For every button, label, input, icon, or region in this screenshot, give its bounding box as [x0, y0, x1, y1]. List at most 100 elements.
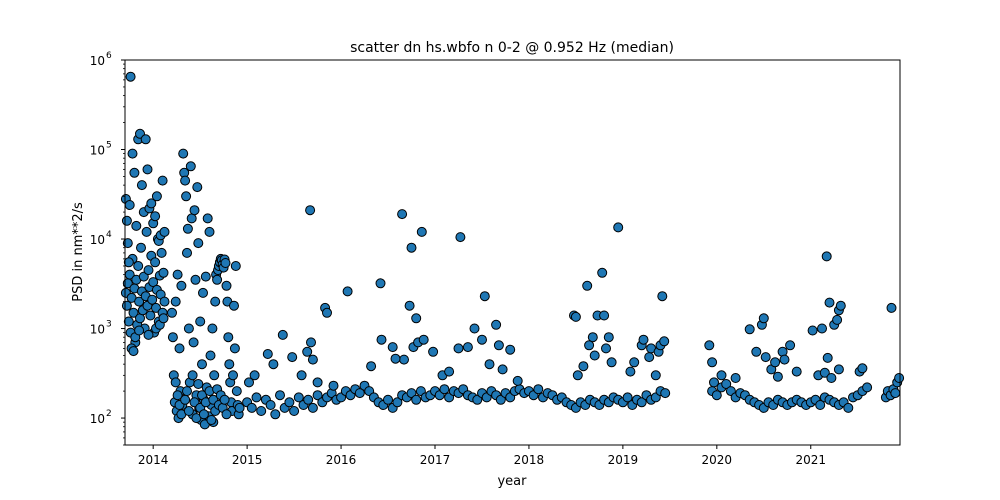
data-point	[147, 294, 158, 305]
chart-title: scatter dn hs.wbfo n 0-2 @ 0.952 Hz (med…	[350, 40, 674, 56]
data-point	[209, 370, 220, 381]
data-point	[150, 257, 161, 268]
data-point	[187, 370, 198, 381]
data-point	[589, 350, 600, 361]
data-point	[704, 340, 715, 351]
data-point	[181, 191, 192, 202]
data-point	[469, 323, 480, 334]
data-point	[205, 350, 216, 361]
data-point	[244, 377, 254, 388]
y-tick-label: 10	[90, 233, 105, 247]
data-point	[392, 397, 403, 408]
data-point	[354, 388, 365, 399]
data-point	[387, 342, 398, 353]
data-point	[660, 388, 671, 399]
data-point	[512, 375, 523, 386]
data-point	[182, 386, 192, 397]
data-point	[146, 198, 157, 209]
data-point	[220, 258, 231, 268]
data-point	[125, 71, 136, 82]
x-tick-label: 2016	[326, 453, 357, 467]
data-point	[817, 323, 827, 334]
data-point	[200, 271, 211, 282]
data-point	[477, 334, 487, 345]
x-axis-label: year	[497, 474, 527, 489]
data-point	[833, 364, 844, 375]
data-point	[124, 200, 135, 210]
data-point	[819, 367, 830, 378]
x-tick-label: 2021	[795, 453, 826, 467]
data-point	[638, 334, 649, 345]
data-point	[584, 340, 595, 351]
data-point	[307, 402, 318, 413]
data-point	[843, 402, 854, 413]
data-point	[606, 357, 617, 368]
data-point	[342, 286, 353, 297]
data-point	[857, 363, 868, 374]
data-point	[231, 386, 242, 397]
data-point	[312, 377, 323, 388]
data-point	[141, 226, 152, 237]
x-tick-label: 2017	[420, 453, 451, 467]
data-point	[751, 346, 762, 357]
data-point	[284, 397, 295, 408]
data-point	[190, 274, 201, 285]
data-point	[198, 409, 209, 420]
data-point	[305, 205, 316, 216]
data-point	[134, 296, 145, 307]
data-point	[306, 337, 316, 348]
data-point	[406, 388, 417, 399]
data-point	[716, 370, 727, 381]
data-point	[134, 325, 145, 336]
data-point	[157, 175, 168, 186]
data-point	[212, 274, 223, 285]
data-point	[791, 366, 802, 377]
x-tick-label: 2015	[232, 453, 263, 467]
data-point	[613, 222, 624, 233]
data-point	[158, 267, 169, 278]
data-point	[826, 373, 837, 383]
data-point	[302, 346, 313, 357]
y-tick-label: 10	[90, 144, 105, 158]
data-point	[230, 261, 241, 271]
data-point	[399, 354, 409, 365]
data-point	[824, 297, 835, 308]
data-point	[730, 373, 741, 383]
data-point	[133, 261, 144, 271]
data-point	[143, 329, 154, 340]
data-point	[709, 377, 719, 388]
data-point	[223, 332, 234, 343]
data-point	[650, 370, 661, 381]
data-point	[206, 415, 217, 425]
data-point	[123, 316, 134, 327]
data-point	[256, 406, 267, 416]
data-point	[192, 182, 203, 193]
data-point	[174, 343, 185, 354]
data-point	[603, 332, 614, 343]
y-tick-exponent: 6	[106, 51, 112, 61]
data-point	[821, 251, 832, 262]
y-tick-exponent: 4	[106, 230, 112, 240]
y-tick-exponent: 3	[106, 320, 112, 330]
x-tick-label: 2019	[608, 453, 639, 467]
data-point	[444, 366, 455, 377]
data-point	[183, 406, 194, 416]
data-point	[659, 336, 670, 347]
data-point	[229, 300, 239, 311]
data-point	[129, 167, 140, 178]
data-point	[210, 296, 221, 307]
data-point	[760, 352, 771, 363]
data-point	[428, 346, 439, 357]
data-point	[822, 352, 833, 363]
data-point	[289, 406, 300, 416]
data-point	[198, 287, 208, 298]
data-point	[128, 346, 139, 357]
data-point	[268, 359, 279, 370]
data-point	[167, 332, 178, 343]
data-point	[636, 397, 647, 408]
data-point	[404, 300, 415, 311]
data-point	[229, 343, 240, 354]
data-point	[221, 280, 232, 291]
